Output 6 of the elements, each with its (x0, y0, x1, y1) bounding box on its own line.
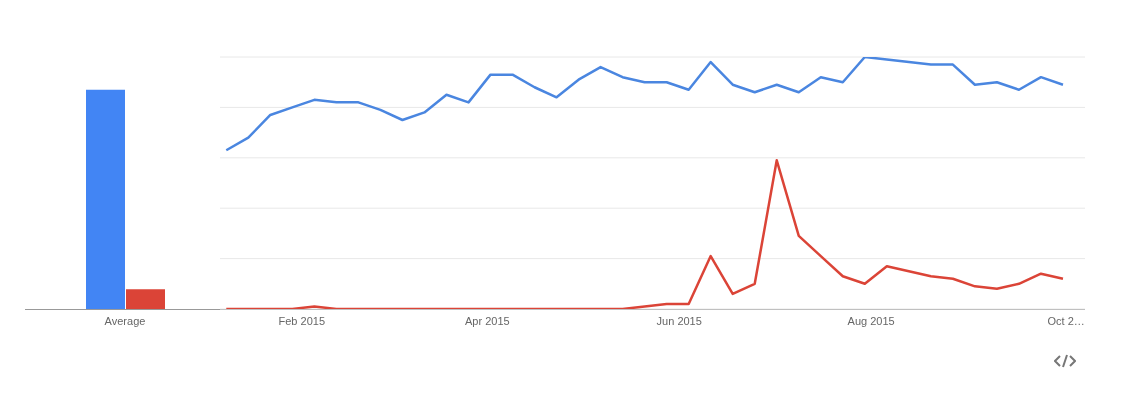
x-tick-label: Average (104, 314, 146, 327)
x-tick-label: Feb 2015 (278, 314, 326, 327)
x-tick-label: Apr 2015 (465, 314, 510, 327)
x-tick-label: Jun 2015 (656, 314, 702, 327)
x-tick-label: Oct 2… (1047, 314, 1085, 327)
x-tick-label: Aug 2015 (847, 314, 895, 327)
